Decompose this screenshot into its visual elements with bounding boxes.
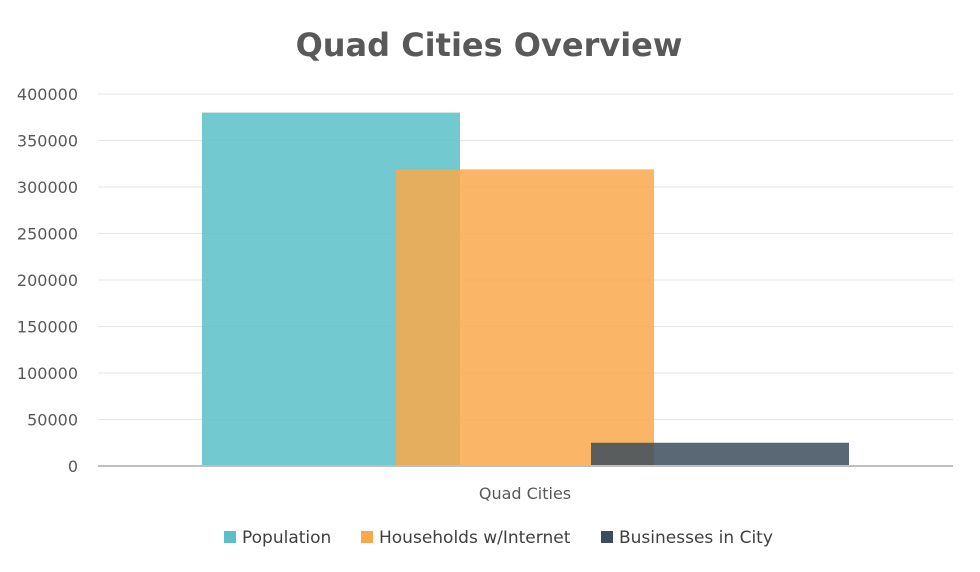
- x-category-label: Quad Cities: [479, 484, 571, 503]
- bar-households-w-internet: [396, 169, 654, 466]
- legend-item: Population: [224, 528, 331, 548]
- legend-label: Population: [242, 528, 331, 548]
- y-tick-label: 0: [68, 457, 78, 476]
- y-axis-ticks: 0 50000 100000 150000 200000 250000 300000 3500…: [17, 85, 78, 476]
- y-tick-label: 400000: [17, 85, 78, 104]
- x-axis-categories: Quad Cities: [479, 484, 571, 503]
- y-tick-label: 250000: [17, 225, 78, 244]
- legend-item: Households w/Internet: [361, 528, 571, 548]
- legend-swatch: [224, 531, 236, 543]
- legend-label: Businesses in City: [619, 528, 773, 548]
- legend-label: Households w/Internet: [379, 528, 571, 548]
- legend-swatch: [361, 531, 373, 543]
- chart-title: Quad Cities Overview: [296, 26, 683, 64]
- legend-swatch: [601, 531, 613, 543]
- y-tick-label: 300000: [17, 178, 78, 197]
- bar-businesses-in-city: [591, 442, 849, 466]
- y-tick-label: 50000: [27, 411, 78, 430]
- legend-item: Businesses in City: [601, 528, 773, 548]
- legend: Population Households w/Internet Businesse…: [224, 528, 773, 548]
- y-tick-label: 350000: [17, 132, 78, 151]
- y-tick-label: 150000: [17, 318, 78, 337]
- y-tick-label: 200000: [17, 271, 78, 290]
- bars: [202, 112, 849, 466]
- y-tick-label: 100000: [17, 364, 78, 383]
